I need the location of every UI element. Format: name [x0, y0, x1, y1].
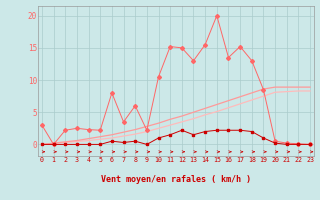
X-axis label: Vent moyen/en rafales ( km/h ): Vent moyen/en rafales ( km/h ): [101, 174, 251, 184]
